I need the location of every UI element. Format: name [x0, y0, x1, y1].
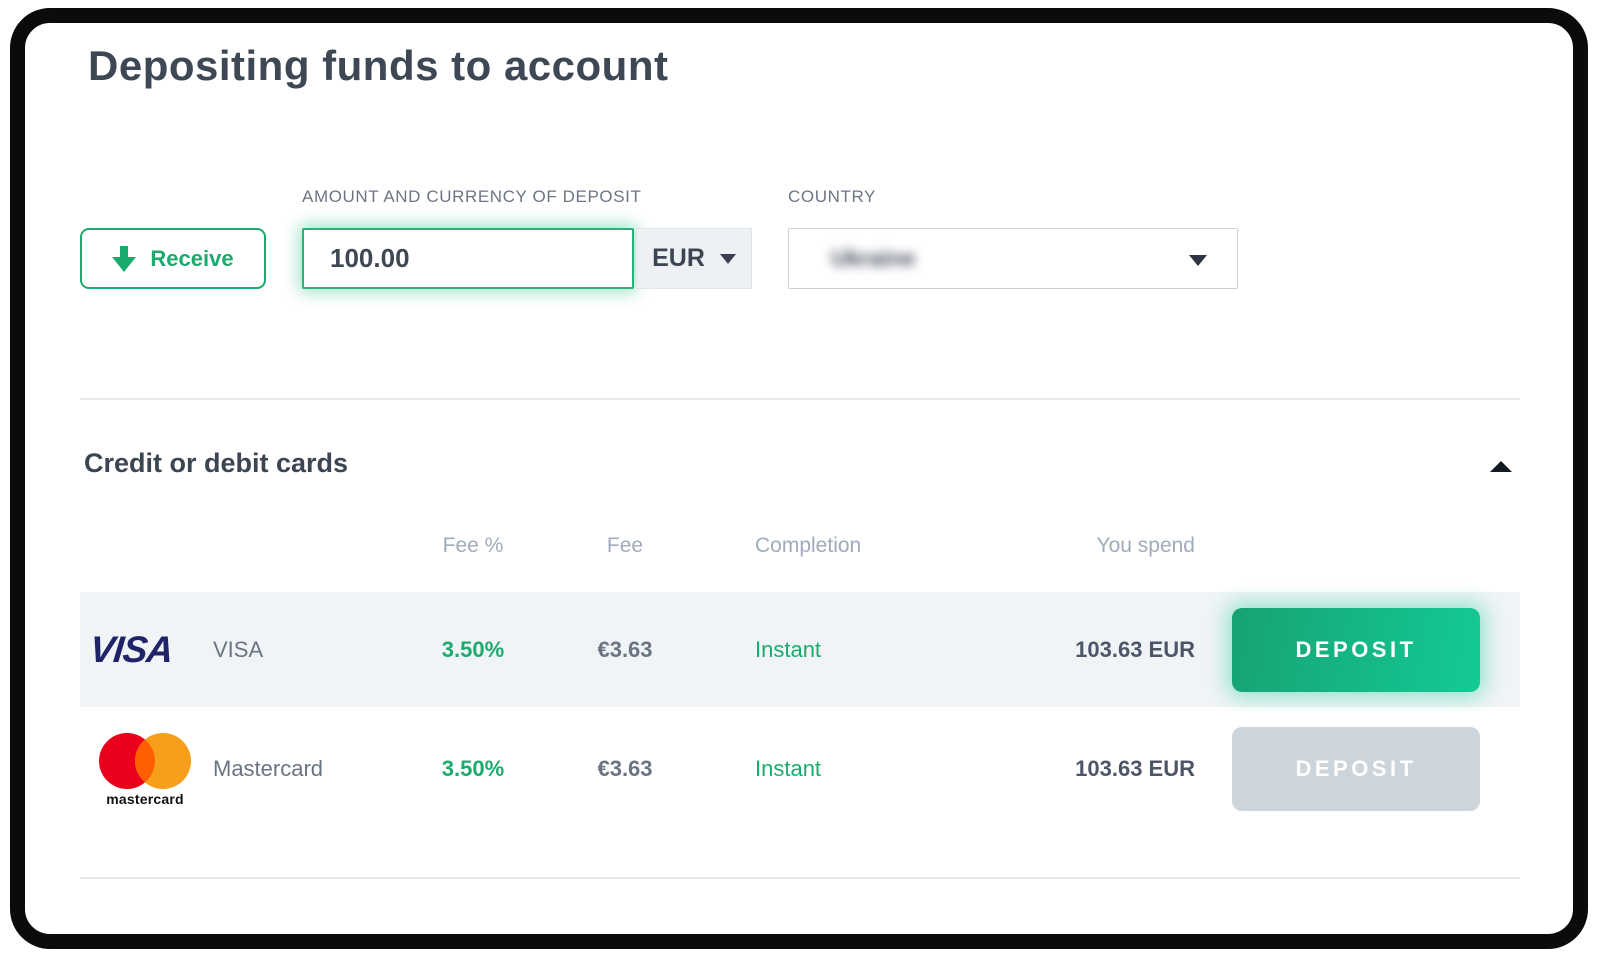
mastercard-wordmark: mastercard: [106, 790, 184, 807]
amount-currency-label: AMOUNT AND CURRENCY OF DEPOSIT: [302, 187, 642, 206]
arrow-down-icon: [112, 245, 137, 272]
payment-method-name: Mastercard: [213, 755, 324, 781]
page-title: Depositing funds to account: [88, 42, 669, 89]
fee-value: €3.63: [597, 755, 653, 781]
mastercard-logo: mastercard: [98, 712, 218, 825]
column-header-fee-percent: Fee %: [442, 534, 504, 557]
fee-percent-value: 3.50%: [441, 755, 505, 781]
country-label: COUNTRY: [788, 187, 876, 206]
fee-percent-value: 3.50%: [441, 636, 505, 662]
table-header: Fee % Fee Completion You spend: [80, 534, 1520, 564]
visa-logo: VISA: [87, 628, 175, 670]
country-select[interactable]: Ukraine: [788, 228, 1238, 289]
country-value: Ukraine: [831, 245, 916, 271]
receive-button[interactable]: Receive: [80, 228, 266, 289]
currency-value: EUR: [652, 244, 705, 272]
you-spend-value: 103.63 EUR: [1075, 636, 1195, 662]
mastercard-circles-icon: [99, 732, 191, 789]
completion-value: Instant: [755, 636, 822, 662]
cards-section-title: Credit or debit cards: [84, 448, 349, 478]
amount-input[interactable]: [302, 228, 634, 289]
column-header-completion: Completion: [755, 534, 862, 557]
chevron-down-icon: [1189, 255, 1207, 266]
deposit-button-mastercard[interactable]: DEPOSIT: [1232, 726, 1480, 811]
table-row-visa: VISA VISA 3.50% €3.63 Instant 103.63 EUR…: [80, 592, 1520, 707]
table-row-mastercard: mastercard Mastercard 3.50% €3.63 Instan…: [80, 712, 1520, 825]
currency-select[interactable]: EUR: [636, 228, 752, 289]
divider: [80, 398, 1520, 400]
you-spend-value: 103.63 EUR: [1075, 755, 1195, 781]
payment-method-name: VISA: [213, 636, 264, 662]
fee-value: €3.63: [597, 636, 653, 662]
completion-value: Instant: [755, 755, 822, 781]
receive-button-label: Receive: [150, 245, 234, 271]
chevron-up-icon[interactable]: [1490, 461, 1512, 472]
chevron-down-icon: [719, 253, 736, 264]
column-header-you-spend: You spend: [1096, 534, 1196, 557]
divider: [80, 877, 1520, 879]
deposit-button-visa[interactable]: DEPOSIT: [1232, 607, 1480, 692]
column-header-fee: Fee: [606, 534, 644, 557]
